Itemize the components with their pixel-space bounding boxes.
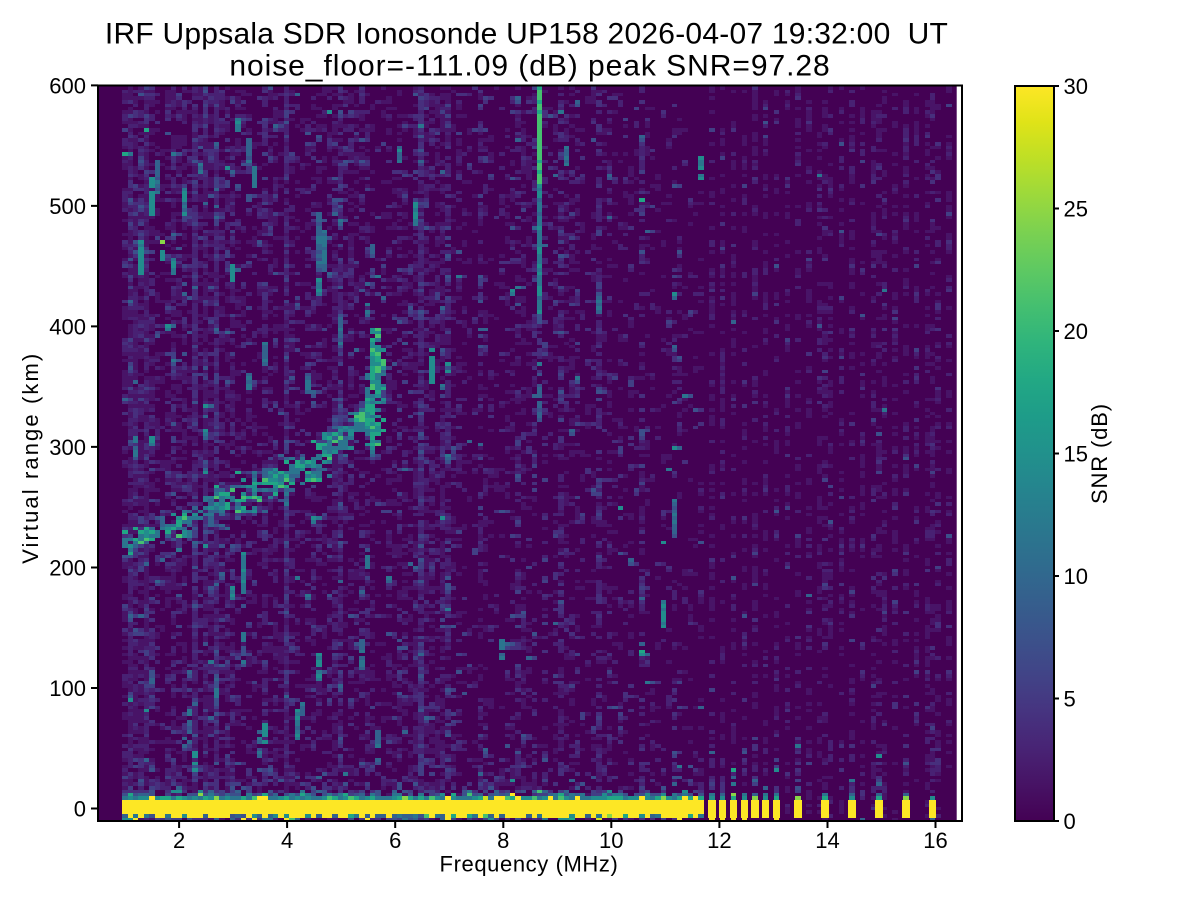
svg-text:16: 16 (923, 828, 947, 853)
svg-text:20: 20 (1064, 319, 1088, 344)
svg-text:noise_floor=-111.09 (dB) peak: noise_floor=-111.09 (dB) peak SNR=97.28 (229, 50, 830, 83)
svg-text:100: 100 (49, 676, 86, 701)
svg-text:10: 10 (1064, 564, 1088, 589)
svg-text:2: 2 (173, 828, 185, 853)
svg-text:10: 10 (599, 828, 623, 853)
svg-text:500: 500 (49, 194, 86, 219)
svg-text:Virtual range (km): Virtual range (km) (18, 352, 43, 564)
svg-text:6: 6 (389, 828, 401, 853)
svg-text:12: 12 (707, 828, 731, 853)
svg-text:8: 8 (497, 828, 509, 853)
svg-text:Frequency (MHz): Frequency (MHz) (440, 852, 619, 877)
svg-text:15: 15 (1064, 442, 1088, 467)
svg-text:0: 0 (74, 797, 86, 822)
svg-text:300: 300 (49, 435, 86, 460)
svg-text:0: 0 (1064, 809, 1076, 834)
svg-text:30: 30 (1064, 74, 1088, 99)
svg-text:IRF Uppsala SDR Ionosonde UP15: IRF Uppsala SDR Ionosonde UP158 2026-04-… (105, 18, 948, 51)
svg-text:4: 4 (281, 828, 293, 853)
svg-text:25: 25 (1064, 197, 1088, 222)
svg-text:600: 600 (49, 73, 86, 98)
svg-text:400: 400 (49, 314, 86, 339)
svg-text:14: 14 (815, 828, 839, 853)
svg-text:SNR (dB): SNR (dB) (1087, 403, 1112, 504)
svg-text:5: 5 (1064, 687, 1076, 712)
svg-text:200: 200 (49, 556, 86, 581)
